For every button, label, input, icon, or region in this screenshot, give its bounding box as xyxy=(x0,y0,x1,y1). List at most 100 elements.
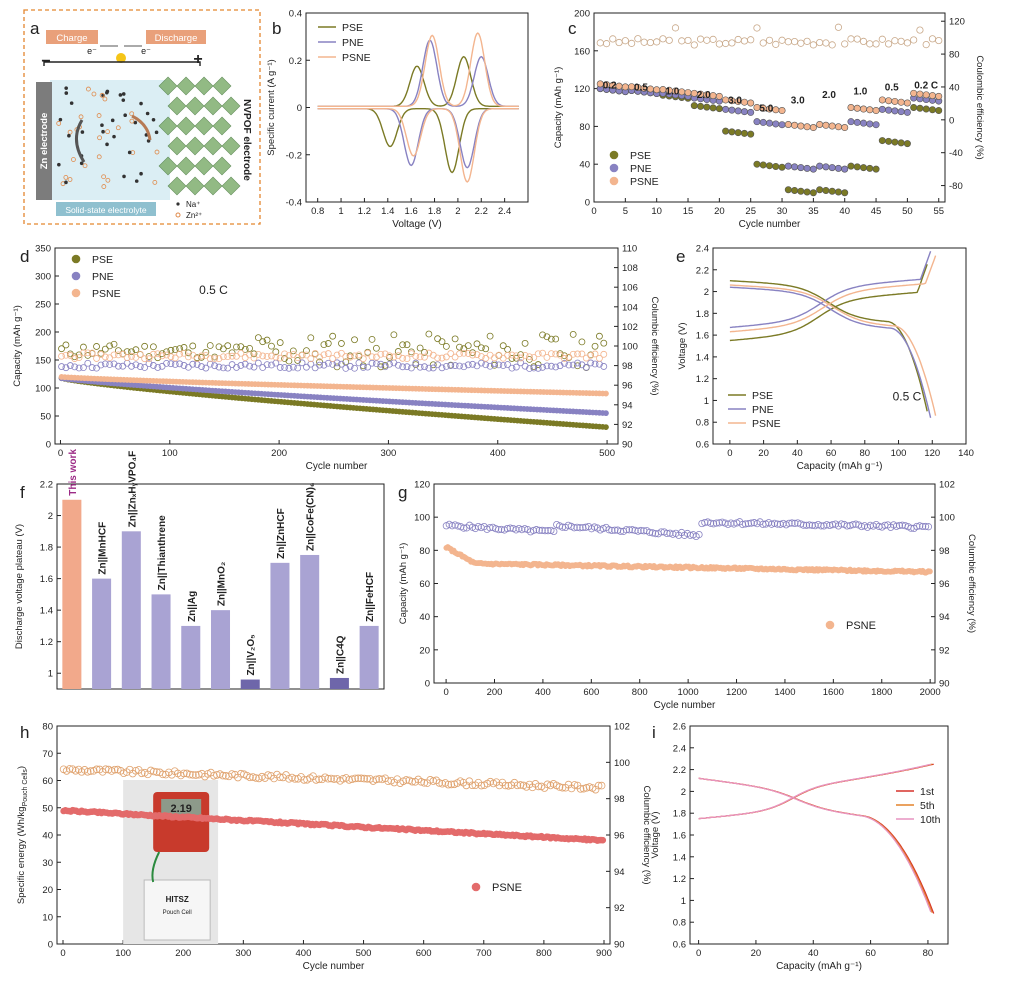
ce-point xyxy=(853,35,861,43)
legend-label: PSNE xyxy=(92,288,121,300)
y-tick-label: 0 xyxy=(297,103,302,114)
zn-ion xyxy=(129,111,135,117)
nvpof-octahedron xyxy=(203,96,223,116)
y-tick-label: 1 xyxy=(48,669,53,680)
bar-label: Zn||C4Q xyxy=(335,635,346,674)
ce-point-PNE xyxy=(311,364,319,372)
ce-point xyxy=(834,23,843,31)
ce-point-PNE xyxy=(368,359,376,367)
ce-point-PSNE xyxy=(171,354,179,362)
ce-point-PNE xyxy=(434,361,442,369)
ce-point xyxy=(709,520,718,528)
y-tick-label: 80 xyxy=(579,122,590,133)
y-tick-label: 1.4 xyxy=(40,606,53,617)
bar xyxy=(359,625,379,689)
y-tick-label: 20 xyxy=(419,645,430,656)
nvpof-octahedron xyxy=(212,156,232,176)
x-tick-label: 1 xyxy=(338,206,343,217)
ce-point-PNE xyxy=(386,360,393,368)
nvpof-octahedron xyxy=(158,156,178,176)
ce-point xyxy=(602,40,611,48)
na-ion xyxy=(123,113,127,118)
y-tick-label: 0.6 xyxy=(673,940,686,951)
y-tick-label: 2 xyxy=(704,287,709,298)
ce-point xyxy=(768,520,776,528)
y-tick-label: -0.2 xyxy=(286,150,302,161)
ce-point-PSE xyxy=(399,341,407,349)
ce-point-PSE xyxy=(434,335,442,343)
na-ion xyxy=(64,180,68,185)
x-tick-label: 1.2 xyxy=(358,206,371,217)
x-axis-label: Capacity (mAh g⁻¹) xyxy=(797,461,883,472)
bar xyxy=(240,679,260,689)
ce-point xyxy=(597,781,606,790)
ce-point-PNE xyxy=(294,364,302,372)
ce-point-PNE xyxy=(88,364,96,371)
zn-ion xyxy=(105,129,110,135)
ce-point-PSNE xyxy=(569,350,577,358)
ce-point xyxy=(935,36,943,45)
ce-point-PSNE xyxy=(303,351,310,359)
y-tick-label: 1.4 xyxy=(696,352,709,363)
ce-point xyxy=(192,771,200,779)
ce-point xyxy=(878,35,886,43)
ce-point-PNE xyxy=(582,363,590,371)
x-tick-label: 35 xyxy=(808,206,819,217)
ce-point-PSE xyxy=(482,345,490,353)
ce-point-PSE xyxy=(180,344,188,351)
y-axis-label: Specific current (A g⁻¹) xyxy=(266,59,277,155)
ce-point-PSE xyxy=(561,352,568,360)
ce-point xyxy=(594,781,603,790)
capacity-point-PSNE xyxy=(603,390,609,397)
ce-point xyxy=(765,36,774,44)
ce-point-PSNE xyxy=(145,355,153,363)
ce-point-PSE xyxy=(268,342,275,350)
ce-point-PSNE xyxy=(512,352,520,360)
capacity-point-PSE xyxy=(709,104,717,112)
y-axis-label: Discharge voltage plateau (V) xyxy=(14,524,25,649)
wire xyxy=(151,851,161,883)
capacity-point-PSNE xyxy=(709,92,717,100)
capacity-point-PNE xyxy=(872,121,880,129)
zn-ion xyxy=(67,129,73,135)
ce-point-PNE xyxy=(451,362,459,369)
ce-point xyxy=(631,526,639,534)
zn-ion xyxy=(71,157,76,162)
legend-label: PSE xyxy=(92,254,113,266)
ce-point-PSE xyxy=(425,330,433,338)
y-tick-label: 120 xyxy=(414,480,430,491)
na-ion xyxy=(67,133,71,138)
na-ion xyxy=(112,134,116,139)
panel-c: 0 5 10 15 20 25 30 35 40 45 50 55 0 40 80 120 160 200 -80 -… xyxy=(553,9,985,231)
ce-point xyxy=(189,771,197,779)
ce-point xyxy=(919,522,927,531)
ce-point-PSE xyxy=(184,349,192,357)
x-tick-label: 5 xyxy=(623,206,628,217)
ce-point-PSNE xyxy=(272,353,280,361)
rate-label: 1.0 xyxy=(853,86,867,97)
ce-point xyxy=(447,780,456,789)
legend-label: PSE xyxy=(630,150,651,162)
ce-point-PNE xyxy=(456,362,463,370)
ce-point-PSNE xyxy=(333,351,341,359)
ce-point xyxy=(503,524,511,533)
arrow-left xyxy=(75,119,86,163)
ce-point-PSE xyxy=(547,335,555,343)
ce-point-PSNE xyxy=(596,354,603,362)
ce-point-PSE xyxy=(303,347,310,355)
y-axis-label-sub: Pouch Cells xyxy=(22,769,29,807)
ce-point-PNE xyxy=(591,360,599,368)
na-ion xyxy=(110,118,115,123)
ce-point xyxy=(738,520,747,529)
ce-point-PSNE xyxy=(482,354,490,362)
x-tick-label: 200 xyxy=(271,448,287,459)
cv-anodic-PSNE xyxy=(317,32,519,108)
capacity-point-PNE xyxy=(885,106,893,114)
ce-point xyxy=(916,522,924,530)
ce-point-PSNE xyxy=(254,350,262,358)
ce-point-PSNE xyxy=(416,353,424,361)
x-tick-label: 500 xyxy=(356,948,372,959)
ce-point-PSNE xyxy=(477,353,485,360)
nvpof-octahedron xyxy=(185,96,205,116)
bar-label: Zn||ZnₓHᵧVPO₄F xyxy=(127,451,138,528)
